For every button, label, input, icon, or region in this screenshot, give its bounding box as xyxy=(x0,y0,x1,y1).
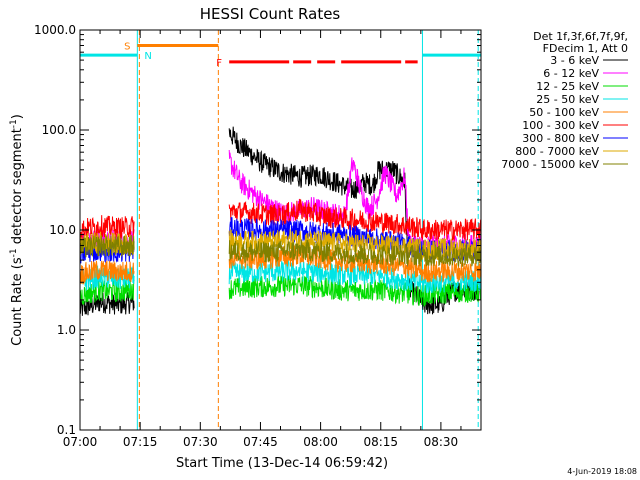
x-tick-label: 08:15 xyxy=(363,435,398,449)
legend-entry-label: 6 - 12 keV xyxy=(543,67,599,80)
y-tick-label: 0.1 xyxy=(57,423,76,437)
legend-entry-label: 100 - 300 keV xyxy=(522,119,599,132)
legend-header-line-1: Det 1f,3f,6f,7f,9f, xyxy=(533,30,628,43)
legend: Det 1f,3f,6f,7f,9f, FDecim 1, Att 0 3 - … xyxy=(501,30,628,171)
footer-date: 4-Jun-2019 18:08 xyxy=(567,467,637,476)
x-tick-label: 07:15 xyxy=(123,435,158,449)
y-tick-label: 1000.0 xyxy=(34,23,76,37)
x-tick-label: 08:30 xyxy=(424,435,459,449)
legend-entry-label: 50 - 100 keV xyxy=(529,106,599,119)
legend-header-line-2: FDecim 1, Att 0 xyxy=(543,42,628,55)
attenuator-label: F xyxy=(216,58,222,69)
y-axis-label-end: ) xyxy=(10,114,25,119)
x-tick-label: 07:30 xyxy=(183,435,218,449)
y-tick-label: 100.0 xyxy=(42,123,76,137)
series-line xyxy=(79,126,482,316)
legend-entry-label: 3 - 6 keV xyxy=(550,54,599,67)
plot-area: N S F xyxy=(79,30,482,430)
y-axis-label-mid: detector segment xyxy=(10,128,25,248)
legend-entry-label: 7000 - 15000 keV xyxy=(501,158,599,171)
legend-entry-label: 800 - 7000 keV xyxy=(515,145,599,158)
night-label: N xyxy=(144,51,151,62)
y-axis-label: Count Rate (s-1 detector segment-1) xyxy=(9,114,25,346)
series-line xyxy=(79,234,482,267)
y-axis-label-main: Count Rate (s xyxy=(10,257,25,346)
y-axis-label-sup-1: -1 xyxy=(9,248,19,257)
legend-entry-label: 25 - 50 keV xyxy=(536,93,599,106)
x-axis-label: Start Time (13-Dec-14 06:59:42) xyxy=(176,456,388,471)
x-axis: 07:00 07:15 07:30 07:45 08:00 08:15 08:30 xyxy=(63,30,482,449)
y-tick-label: 1.0 xyxy=(57,323,76,337)
legend-entry-label: 300 - 800 keV xyxy=(522,132,599,145)
chart-title: HESSI Count Rates xyxy=(200,5,341,23)
y-axis-label-sup-2: -1 xyxy=(9,119,19,128)
x-tick-label: 08:00 xyxy=(303,435,338,449)
x-tick-label: 07:45 xyxy=(243,435,278,449)
y-tick-label: 10.0 xyxy=(49,223,76,237)
x-tick-label: 07:00 xyxy=(63,435,98,449)
attenuator-label: S xyxy=(124,41,130,52)
legend-entry-label: 12 - 25 keV xyxy=(536,80,599,93)
y-axis: 0.1 1.0 10.0 100.0 1000.0 xyxy=(34,23,481,437)
